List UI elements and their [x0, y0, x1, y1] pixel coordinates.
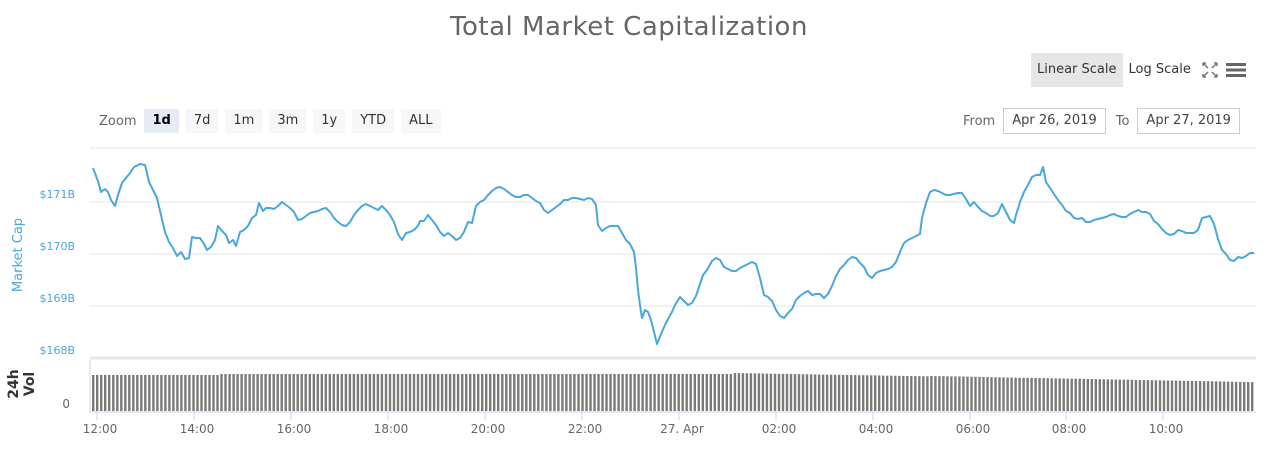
scale-toggle: Linear Scale Log Scale [1031, 53, 1249, 87]
y-tick-169: $169B [39, 292, 75, 305]
date-range: From Apr 26, 2019 To Apr 27, 2019 [963, 108, 1240, 134]
y-tick-171: $171B [39, 188, 75, 201]
zoom-1d-button[interactable]: 1d [144, 109, 179, 133]
zoom-ytd-button[interactable]: YTD [352, 109, 395, 133]
linear-scale-button[interactable]: Linear Scale [1031, 53, 1123, 87]
zoom-7d-button[interactable]: 7d [185, 109, 219, 133]
volume-bars[interactable] [92, 373, 1254, 411]
zoom-label: Zoom [99, 113, 137, 129]
zoom-all-button[interactable]: ALL [401, 109, 441, 133]
volume-axis-title: 24h Vol [6, 369, 38, 398]
svg-text:24h: 24h [6, 369, 22, 398]
x-tick-label: 02:00 [762, 422, 797, 436]
zoom-1m-button[interactable]: 1m [225, 109, 263, 133]
x-tick-label: 16:00 [277, 422, 312, 436]
y-gridlines [90, 201, 1256, 307]
x-tick-label: 22:00 [568, 422, 603, 436]
y-axis-labels: $171B $170B $169B $168B [39, 188, 75, 357]
hamburger-menu-icon[interactable] [1223, 53, 1249, 87]
to-label: To [1115, 113, 1130, 129]
x-tick-label: 27. Apr [660, 422, 704, 436]
svg-text:Vol: Vol [22, 372, 38, 397]
x-tick-label: 08:00 [1052, 422, 1087, 436]
x-tick-label: 06:00 [956, 422, 991, 436]
zoom-1y-button[interactable]: 1y [313, 109, 346, 133]
from-label: From [963, 113, 996, 129]
y-tick-168: $168B [39, 344, 75, 357]
fullscreen-icon[interactable] [1197, 53, 1223, 87]
to-date-input[interactable]: Apr 27, 2019 [1137, 108, 1240, 134]
x-tick-label: 20:00 [471, 422, 506, 436]
volume-zero-tick: 0 [62, 397, 70, 411]
y-tick-170: $170B [39, 240, 75, 253]
x-tick-label: 12:00 [83, 422, 118, 436]
from-date-input[interactable]: Apr 26, 2019 [1003, 108, 1106, 134]
x-tick-label: 04:00 [859, 422, 894, 436]
y-axis-title: Market Cap [11, 218, 26, 292]
log-scale-button[interactable]: Log Scale [1128, 62, 1191, 77]
market-cap-line[interactable] [92, 163, 1254, 345]
zoom-selector: Zoom 1d 7d 1m 3m 1y YTD ALL [99, 109, 448, 133]
x-tick-label: 18:00 [374, 422, 409, 436]
x-tick-label: 10:00 [1149, 422, 1184, 436]
zoom-3m-button[interactable]: 3m [269, 109, 307, 133]
x-axis-ticks: 12:00 14:00 16:00 18:00 20:00 22:00 27. Apr 02:… [83, 412, 1184, 436]
x-tick-label: 14:00 [180, 422, 215, 436]
chart-title: Total Market Capitalization [450, 12, 808, 42]
